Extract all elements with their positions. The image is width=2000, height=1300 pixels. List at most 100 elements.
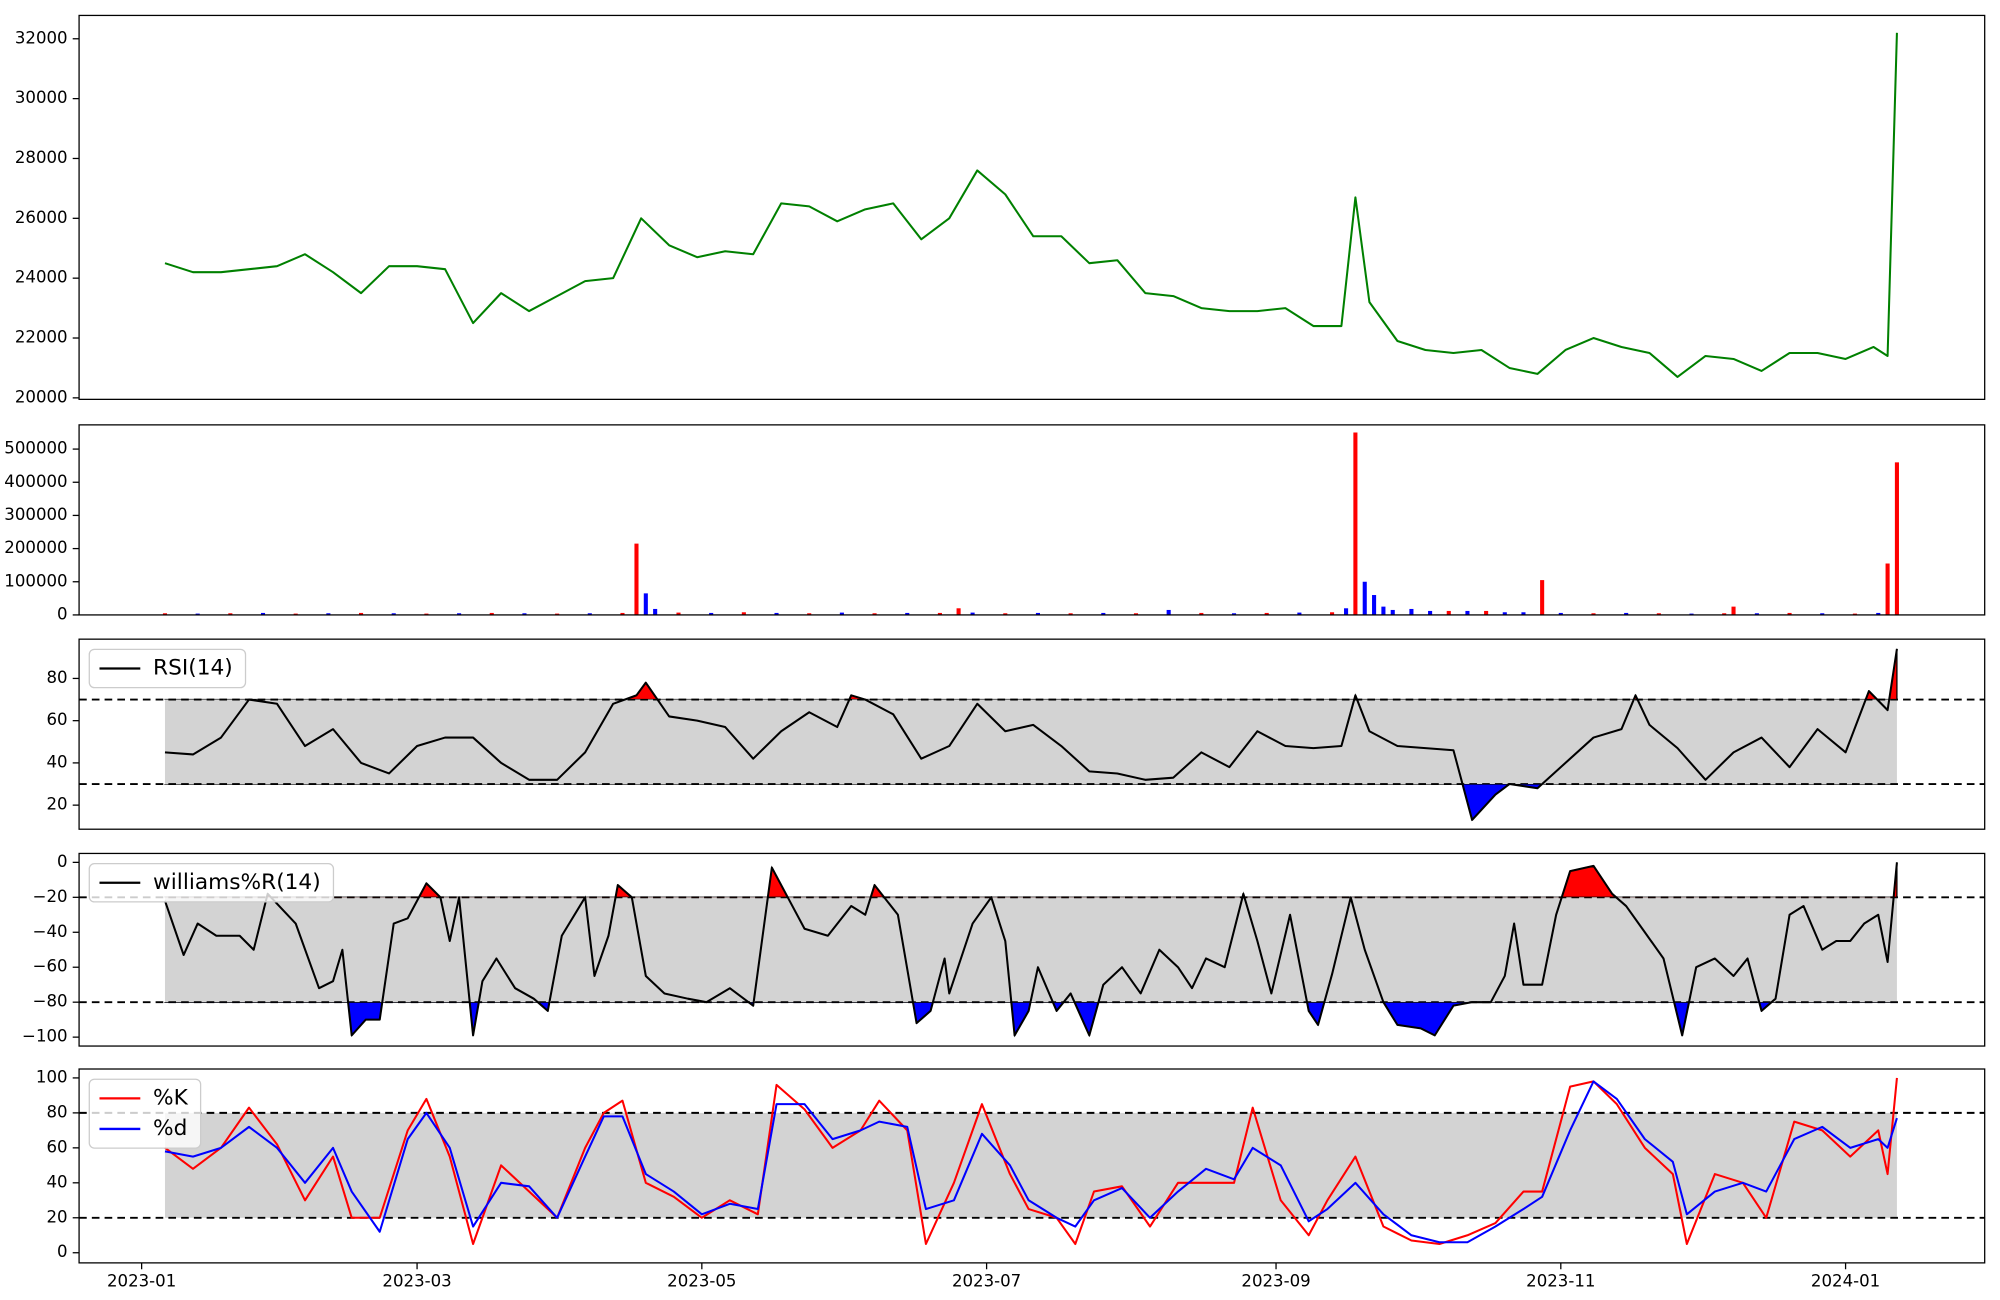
volume-bar	[195, 613, 200, 615]
volume-bar	[1068, 613, 1073, 615]
volume-bar	[1722, 613, 1727, 615]
y-tick-label: 60	[46, 710, 67, 729]
y-tick-label: 22000	[15, 328, 68, 347]
threshold-band	[164, 897, 1897, 1003]
volume-bar	[1166, 609, 1171, 615]
threshold-band	[164, 1112, 1897, 1218]
y-tick-label: −80	[33, 992, 68, 1011]
y-tick-label: 80	[46, 1102, 67, 1121]
y-tick-label: 100000	[4, 571, 67, 590]
series-line	[164, 1077, 1898, 1246]
axes-frame	[78, 638, 1986, 830]
axes-frame	[78, 424, 1986, 616]
volume-bar	[839, 612, 844, 615]
volume-bar	[1199, 612, 1204, 615]
axes-frame	[78, 852, 1986, 1047]
volume-bar	[359, 612, 364, 615]
legend: %K %d	[88, 1078, 202, 1149]
volume-bar	[1885, 563, 1890, 615]
volume-bar	[391, 613, 396, 615]
legend-label: %d	[153, 1116, 187, 1141]
legend-box	[88, 863, 335, 903]
y-tick-label: −100	[22, 1027, 68, 1046]
y-tick-label: 300000	[4, 505, 67, 524]
volume-bar	[1484, 610, 1489, 615]
volume-bar	[634, 543, 639, 615]
volume-bar	[228, 613, 233, 615]
x-tick-label: 2023-09	[1241, 1272, 1310, 1291]
y-tick-label: 26000	[15, 208, 68, 227]
volume-bar	[1003, 613, 1008, 615]
x-tick-label: 2023-01	[107, 1272, 176, 1291]
volume-bar	[1428, 610, 1433, 615]
series-line	[164, 862, 1898, 1037]
series-line	[164, 32, 1898, 378]
volume-bar	[1409, 608, 1414, 615]
volume-bar	[620, 612, 625, 615]
volume-bar	[587, 613, 592, 615]
volume-bar	[424, 613, 429, 615]
y-tick-label: 500000	[4, 439, 67, 458]
series-line	[164, 648, 1898, 821]
y-tick-label: 100	[36, 1067, 68, 1086]
legend-label: RSI(14)	[153, 655, 233, 680]
y-tick-label: 200000	[4, 538, 67, 557]
volume-bar	[872, 613, 877, 615]
y-tick-label: 400000	[4, 472, 67, 491]
y-tick-label: 40	[46, 1172, 67, 1191]
y-tick-label: 0	[57, 1242, 68, 1261]
volume-bar	[1852, 613, 1857, 615]
y-tick-label: 32000	[15, 28, 68, 47]
y-tick-label: −40	[33, 922, 68, 941]
volume-bar	[1502, 612, 1507, 615]
x-tick-label: 2023-05	[667, 1272, 736, 1291]
axes-frame	[78, 1068, 1986, 1264]
legend: williams%R(14)	[88, 863, 335, 903]
volume-bar	[326, 613, 331, 615]
volume-bar	[1330, 612, 1335, 615]
legend-label: %K	[153, 1085, 189, 1110]
volume-bar	[774, 612, 779, 615]
volume-bar	[1297, 612, 1302, 615]
volume-bar	[1521, 612, 1526, 615]
volume-bar	[956, 608, 961, 615]
axes-frame	[78, 14, 1986, 400]
legend-box	[88, 648, 247, 689]
volume-bar	[1876, 612, 1881, 615]
volume-bar	[1787, 612, 1792, 615]
volume-bar	[653, 608, 658, 615]
volume-bar	[1381, 606, 1386, 615]
volume-bar	[1754, 613, 1759, 615]
volume-bar	[1689, 613, 1694, 615]
volume-bar	[807, 613, 812, 615]
volume-bar	[970, 612, 975, 615]
volume-bar	[1231, 613, 1237, 615]
volume-bar	[1624, 612, 1629, 615]
volume-bar	[1133, 613, 1139, 615]
volume-bar	[1656, 613, 1661, 615]
legend: RSI(14)	[88, 648, 247, 689]
volume-bar	[1362, 581, 1367, 615]
oversold-fill	[164, 784, 1898, 822]
volume-bar	[709, 612, 714, 615]
volume-bar	[905, 612, 910, 615]
y-tick-label: −60	[33, 957, 68, 976]
y-tick-label: 20	[46, 1207, 67, 1226]
volume-bar	[1372, 595, 1377, 615]
volume-bar	[1894, 462, 1899, 615]
y-tick-label: 20000	[15, 387, 68, 406]
legend-label: williams%R(14)	[153, 870, 321, 895]
volume-bar	[260, 612, 266, 615]
volume-bar	[1101, 612, 1106, 615]
overbought-fill	[164, 862, 1898, 898]
y-tick-label: 20	[46, 795, 67, 814]
y-tick-label: 28000	[15, 148, 68, 167]
y-tick-label: 80	[46, 668, 67, 687]
y-tick-label: 0	[57, 604, 68, 623]
y-tick-label: 0	[57, 852, 68, 871]
y-tick-label: 30000	[15, 88, 68, 107]
volume-bar	[1344, 608, 1349, 615]
volume-bar	[555, 613, 560, 615]
volume-bar	[1558, 612, 1563, 615]
